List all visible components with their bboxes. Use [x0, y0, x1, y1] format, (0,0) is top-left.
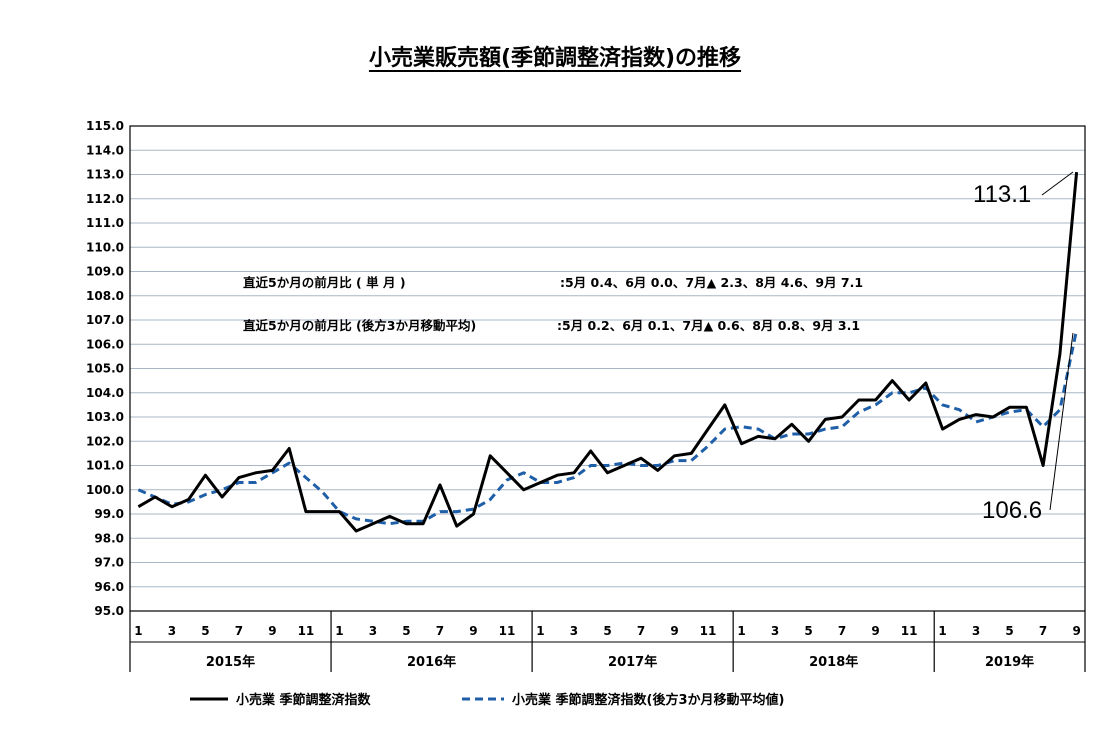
- y-tick-label: 113.0: [86, 168, 124, 182]
- x-tick-label: 9: [1072, 624, 1080, 638]
- callout-single-value: 113.1: [973, 181, 1031, 208]
- grid-lines: [129, 125, 1086, 612]
- annotation-single-values: :5月 0.4、6月 0.0、7月▲ 2.3、8月 4.6、9月 7.1: [560, 275, 863, 290]
- x-tick-label: 7: [436, 624, 444, 638]
- year-label: 2016年: [407, 654, 456, 670]
- x-tick-label: 3: [168, 624, 176, 638]
- callout-single-leader: [1041, 171, 1074, 196]
- x-tick-label: 1: [737, 624, 745, 638]
- y-tick-label: 98.0: [94, 531, 124, 545]
- x-tick-label: 1: [938, 624, 946, 638]
- x-tick-label: 9: [469, 624, 477, 638]
- x-tick-label: 3: [570, 624, 578, 638]
- x-tick-label: 3: [771, 624, 779, 638]
- series-line-moving-average: [137, 329, 1079, 526]
- x-tick-label: 1: [536, 624, 544, 638]
- y-tick-label: 97.0: [94, 556, 124, 570]
- series-lines: [137, 171, 1079, 533]
- y-tick-label: 95.0: [94, 604, 124, 618]
- x-tick-label: 11: [901, 624, 918, 638]
- x-tick-label: 9: [670, 624, 678, 638]
- x-tick-label: 3: [369, 624, 377, 638]
- x-tick-label: 7: [1039, 624, 1047, 638]
- x-tick-label: 5: [402, 624, 410, 638]
- x-tick-label: 9: [871, 624, 879, 638]
- x-tick-label: 1: [134, 624, 142, 638]
- x-axis: 1 3 5 7 9 11 2015年 1 3 5 7 9 11 2016年 1 3 5 7 9 11 2017年 1 3 5 7…: [129, 611, 1086, 672]
- x-tick-label: 11: [499, 624, 516, 638]
- y-tick-label: 99.0: [94, 507, 124, 521]
- year-label: 2015年: [206, 654, 255, 670]
- y-tick-label: 115.0: [86, 119, 124, 133]
- y-tick-label: 111.0: [86, 216, 124, 230]
- y-tick-label: 106.0: [86, 337, 124, 351]
- annotation-avg-values: :5月 0.2、6月 0.1、7月▲ 0.6、8月 0.8、9月 3.1: [557, 318, 860, 333]
- y-tick-label: 104.0: [86, 386, 124, 400]
- x-tick-label: 11: [298, 624, 315, 638]
- x-tick-label: 5: [603, 624, 611, 638]
- year-label: 2017年: [608, 654, 657, 670]
- y-tick-label: 110.0: [86, 240, 124, 254]
- annotation-single-label: 直近5か月の前月比 ( 単 月 ): [243, 275, 406, 290]
- x-tick-label: 7: [637, 624, 645, 638]
- x-tick-label: 1: [335, 624, 343, 638]
- x-tick-label: 5: [1005, 624, 1013, 638]
- legend-label-avg: 小売業 季節調整済指数(後方3か月移動平均値): [512, 692, 784, 708]
- y-tick-label: 101.0: [86, 459, 124, 473]
- legend-label-single: 小売業 季節調整済指数: [236, 692, 372, 708]
- y-tick-label: 103.0: [86, 410, 124, 424]
- y-tick-label: 96.0: [94, 580, 124, 594]
- x-tick-label: 7: [235, 624, 243, 638]
- y-tick-label: 109.0: [86, 265, 124, 279]
- y-tick-label: 105.0: [86, 362, 124, 376]
- x-tick-label: 7: [838, 624, 846, 638]
- callout-avg-value: 106.6: [982, 497, 1042, 524]
- x-tick-label: 5: [804, 624, 812, 638]
- y-tick-label: 108.0: [86, 289, 124, 303]
- series-line-seasonal-index: [137, 171, 1079, 533]
- plot-frame: [129, 125, 1086, 612]
- chart-title: 小売業販売額(季節調整済指数)の推移: [368, 46, 742, 71]
- annotation-avg-label: 直近5か月の前月比 (後方3か月移動平均): [243, 318, 476, 333]
- callout-avg-leader: [1049, 332, 1074, 511]
- y-tick-label: 102.0: [86, 434, 124, 448]
- x-tick-label: 9: [268, 624, 276, 638]
- x-tick-label: 11: [700, 624, 717, 638]
- y-tick-label: 114.0: [86, 143, 124, 157]
- year-label: 2019年: [985, 654, 1034, 670]
- y-axis-ticks: 95.0 96.0 97.0 98.0 99.0 100.0 101.0 102.0 103.0…: [86, 119, 124, 618]
- x-tick-label: 5: [201, 624, 209, 638]
- y-tick-label: 100.0: [86, 483, 124, 497]
- x-tick-label: 3: [972, 624, 980, 638]
- y-tick-label: 107.0: [86, 313, 124, 327]
- legend: 小売業 季節調整済指数 小売業 季節調整済指数(後方3か月移動平均値): [190, 692, 784, 708]
- y-tick-label: 112.0: [86, 192, 124, 206]
- year-label: 2018年: [809, 654, 858, 670]
